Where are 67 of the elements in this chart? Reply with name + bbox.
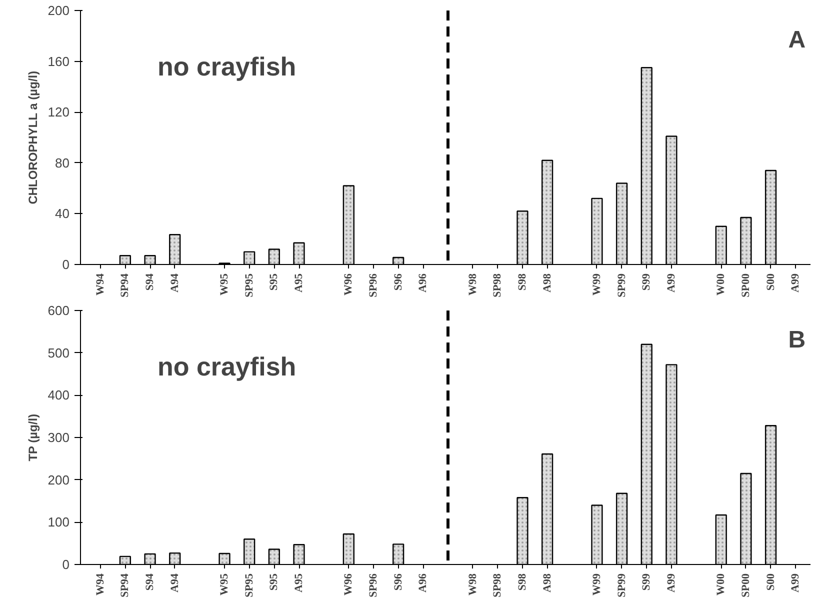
x-tick-label: W99 [590,573,603,596]
y-tick-label: 40 [55,206,70,222]
y-tick-label: 100 [48,514,70,530]
x-tick-label: SP98 [492,273,504,298]
x-tick-label: SP95 [243,573,256,598]
x-tick-label: A94 [168,573,181,592]
x-tick-label: S00 [764,573,777,591]
annotation: no crayfish [157,52,296,82]
x-tick-label: SP00 [740,573,752,598]
x-tick-label: A99 [790,573,802,592]
y-tick-label: 120 [48,104,70,120]
x-tick-label: A99 [665,273,678,292]
x-tick-label: W95 [218,573,231,596]
x-tick-label: W96 [342,573,355,596]
x-tick-label: S98 [516,273,528,291]
x-tick-label: SP94 [119,273,132,298]
annotation: no crayfish [157,352,296,382]
x-tick-label: S00 [764,273,777,291]
x-tick-label: S99 [640,273,653,291]
x-tick-label: W94 [94,273,106,296]
y-tick-label: 160 [48,54,70,69]
y-tick-label: 400 [48,388,70,403]
x-tick-label: S96 [392,573,404,591]
x-tick-label: A98 [541,273,554,292]
x-tick-label: S96 [392,273,404,291]
x-tick-label: S98 [516,573,528,591]
x-tick-label: A95 [293,573,306,592]
x-tick-label: SP98 [492,573,504,598]
x-tick-label: W00 [715,573,728,596]
x-tick-label: A99 [665,573,678,592]
x-tick-label: SP00 [740,273,752,298]
x-tick-label: SP96 [367,273,380,298]
y-tick-label: 600 [48,303,70,318]
x-tick-label: SP96 [367,573,380,598]
x-tick-label: S95 [268,273,280,291]
y-axis-title: TP (µg/l) [26,414,40,462]
x-tick-label: S99 [640,573,653,591]
annotation: A [788,26,806,54]
annotation: B [788,326,806,354]
x-tick-label: A95 [293,273,306,292]
x-tick-label: A99 [790,273,802,292]
x-tick-label: SP99 [616,573,628,598]
x-tick-label: W95 [218,273,231,296]
x-tick-label: A94 [168,273,181,292]
x-tick-label: W96 [342,273,355,296]
y-tick-label: 500 [48,345,70,360]
x-tick-label: A96 [417,273,430,292]
y-tick-label: 0 [62,257,70,272]
y-tick-label: 200 [48,3,70,18]
x-tick-label: W94 [94,573,106,596]
y-tick-label: 0 [62,557,70,572]
x-tick-label: SP95 [243,273,256,298]
y-tick-label: 80 [55,155,70,170]
x-tick-label: W99 [590,273,603,296]
x-tick-label: S94 [144,573,156,591]
x-tick-label: W98 [466,273,479,296]
x-tick-label: W98 [466,573,479,596]
x-tick-label: SP94 [119,573,132,598]
y-axis-title: CHLOROPHYLL a (µg/l) [26,70,40,204]
y-tick-label: 200 [48,472,70,488]
x-tick-label: A98 [541,573,554,592]
x-tick-label: S95 [268,573,280,591]
x-tick-label: SP99 [616,273,628,298]
x-tick-label: S94 [144,273,156,291]
x-tick-label: A96 [417,573,430,592]
x-tick-label: W00 [715,273,728,296]
y-tick-label: 300 [48,430,70,445]
